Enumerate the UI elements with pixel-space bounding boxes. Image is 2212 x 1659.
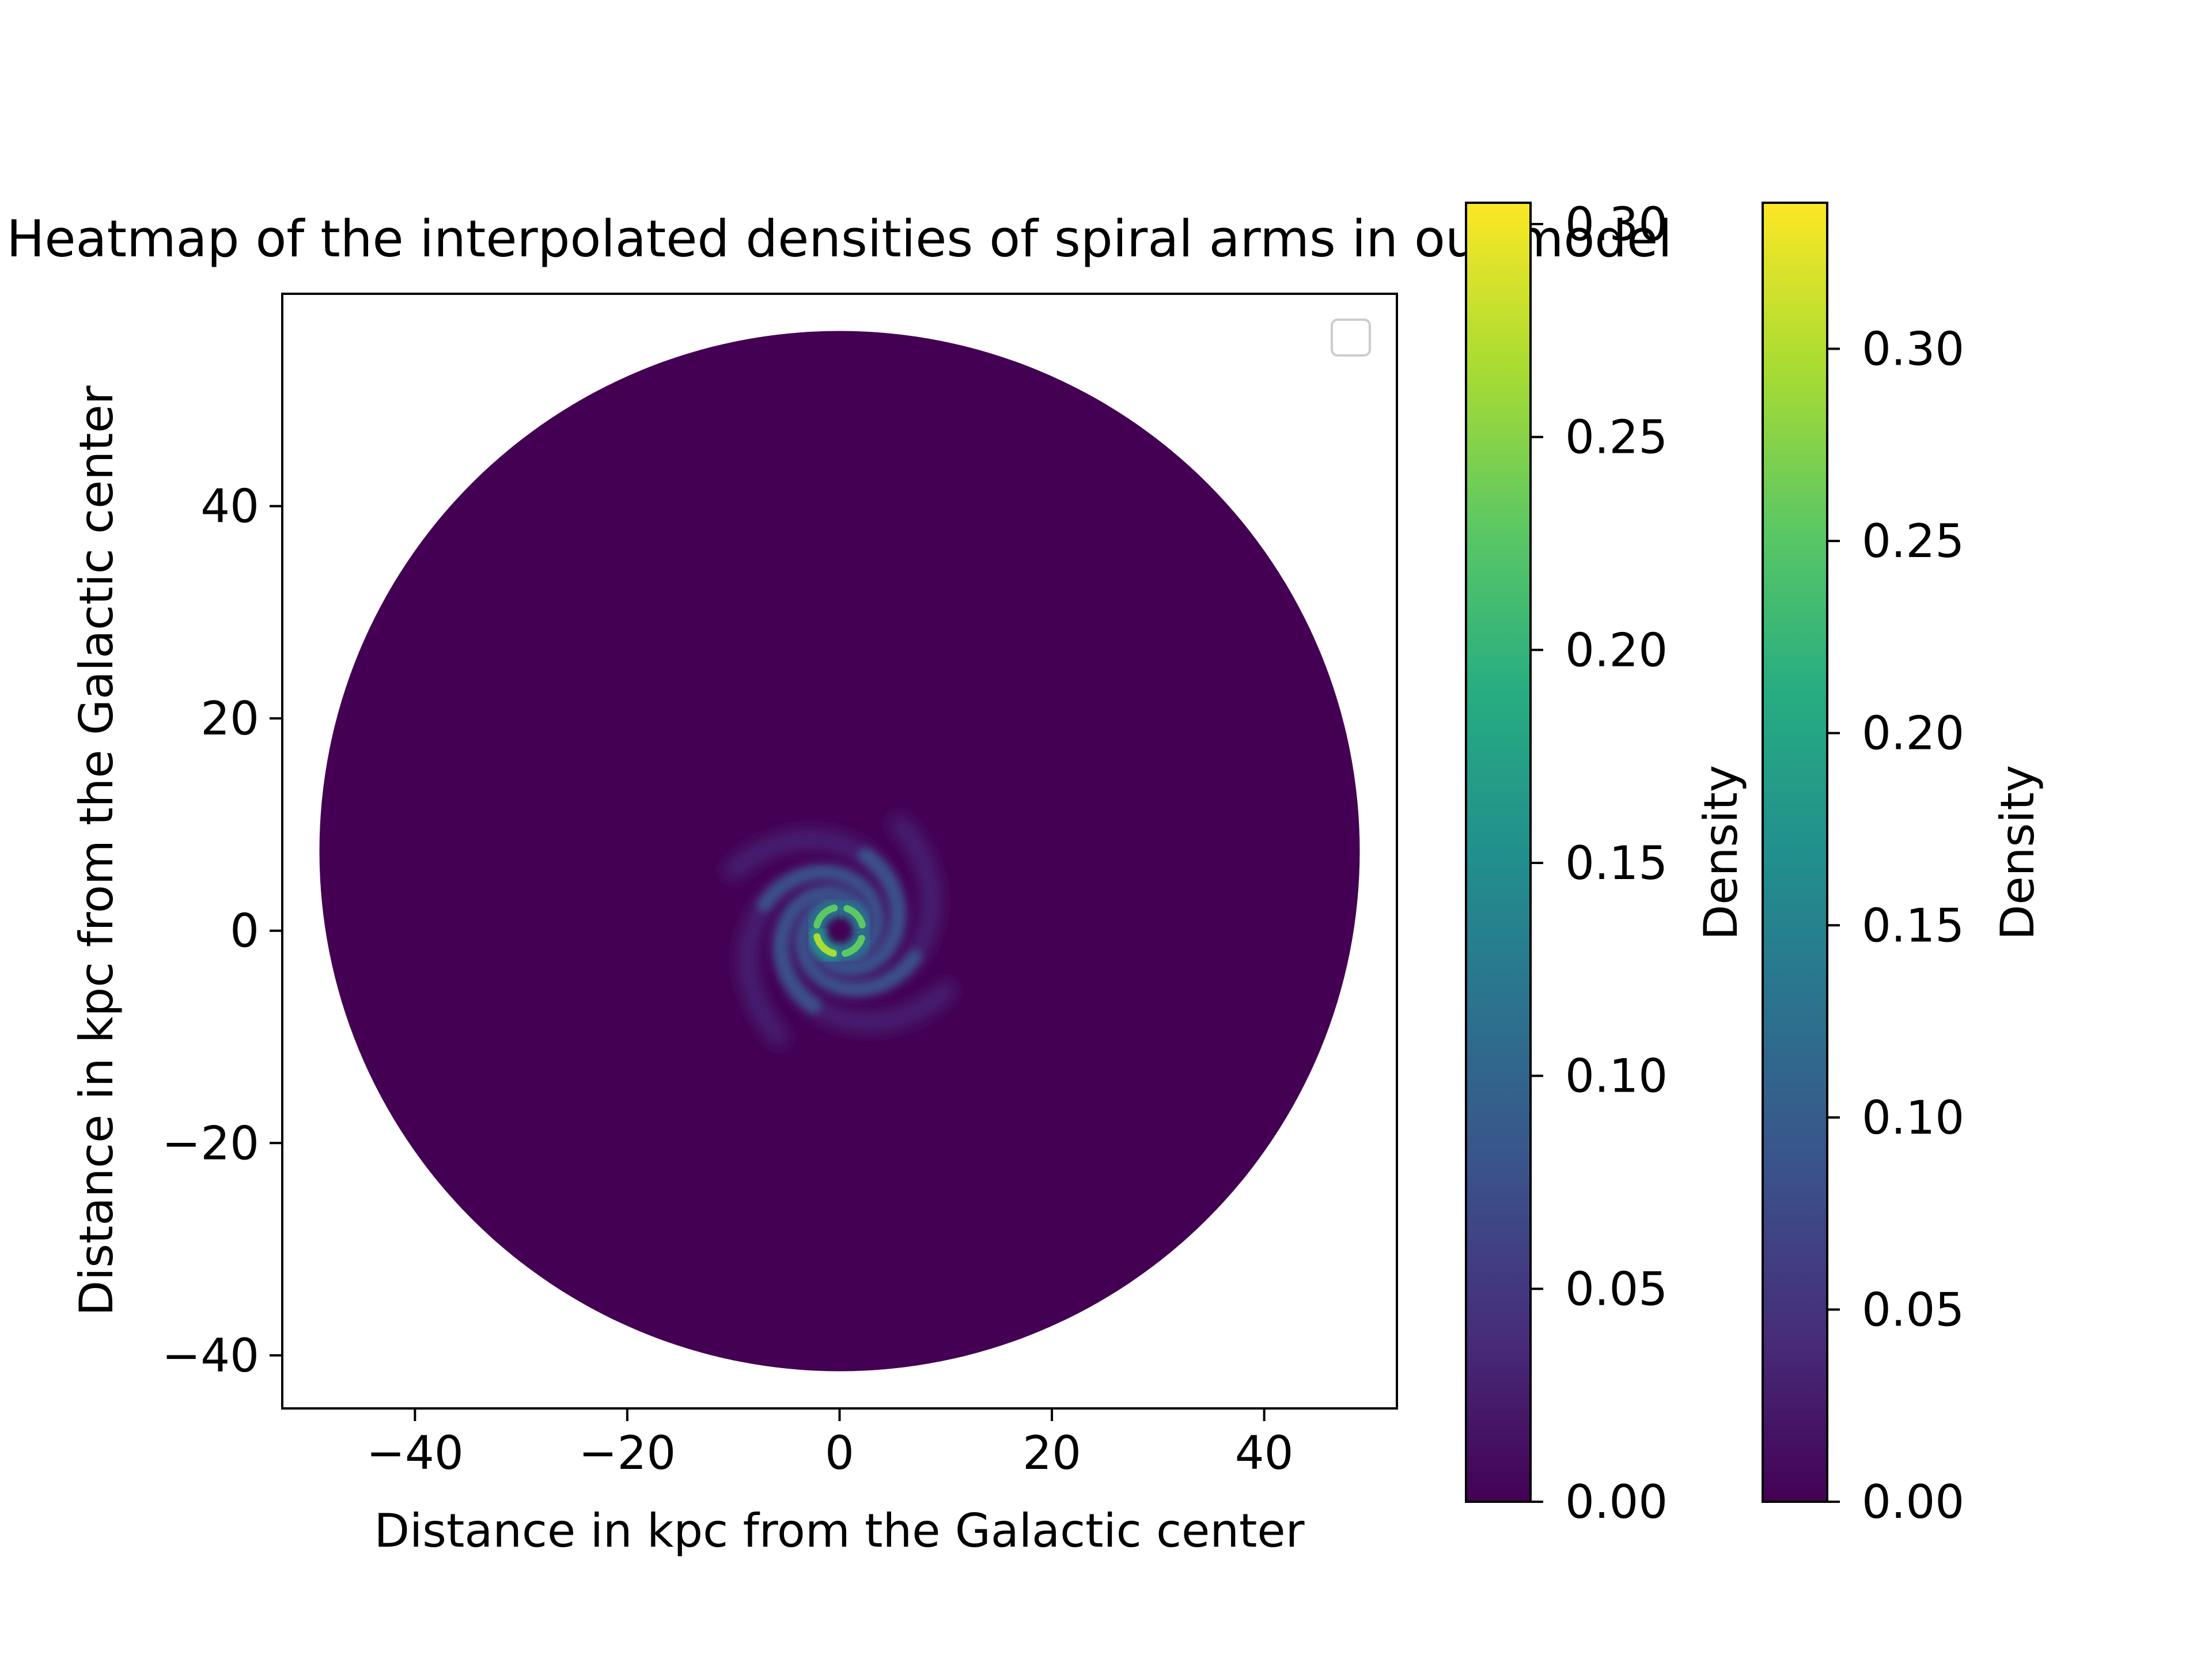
y-axis-ticks: −40 −20 0 20 40 bbox=[162, 480, 282, 1382]
colorbar-tick-label: 0.15 bbox=[1565, 836, 1668, 890]
x-tick-label: 20 bbox=[1022, 1426, 1081, 1480]
inner-ring-segment bbox=[843, 905, 866, 929]
inner-ring-segment bbox=[813, 933, 837, 957]
colorbar-tick-label: 0.25 bbox=[1862, 514, 1964, 568]
colorbar-tick-label: 0.20 bbox=[1862, 707, 1964, 760]
legend-box bbox=[1331, 319, 1371, 357]
colorbar-1-gradient bbox=[1466, 203, 1531, 1502]
heatmap-axes: −40 −20 0 20 40 −40 −20 0 20 40 Distance in kpc … bbox=[70, 293, 1398, 1558]
inner-ring-segment bbox=[813, 904, 838, 929]
colorbar-2-label: Density bbox=[1991, 765, 2044, 940]
colorbar-2-ticks: 0.00 0.05 0.10 0.15 0.20 0.25 0.30 bbox=[1827, 323, 1964, 1529]
y-tick-label: 40 bbox=[200, 480, 259, 533]
colorbar-tick-label: 0.20 bbox=[1565, 623, 1668, 677]
y-tick-label: −40 bbox=[162, 1329, 259, 1382]
x-tick-label: −20 bbox=[579, 1426, 676, 1480]
colorbar-2: 0.00 0.05 0.10 0.15 0.20 0.25 0.30 Density bbox=[1762, 202, 2044, 1529]
colorbar-tick-label: 0.10 bbox=[1862, 1091, 1964, 1145]
x-tick-label: −40 bbox=[366, 1426, 464, 1480]
colorbar-1: 0.00 0.05 0.10 0.15 0.20 0.25 0.30 Density bbox=[1465, 198, 1748, 1529]
colorbar-2-frame bbox=[1762, 202, 1828, 1503]
x-tick-label: 0 bbox=[825, 1426, 854, 1480]
y-tick-label: 20 bbox=[200, 692, 259, 745]
colorbar-1-label: Density bbox=[1694, 765, 1748, 940]
colorbar-tick-label: 0.30 bbox=[1565, 198, 1668, 251]
x-tick-label: 40 bbox=[1235, 1426, 1294, 1480]
x-axis-ticks: −40 −20 0 20 40 bbox=[366, 1408, 1294, 1480]
x-axis-label: Distance in kpc from the Galactic center bbox=[374, 1504, 1304, 1558]
y-axis-label: Distance in kpc from the Galactic center bbox=[70, 385, 123, 1316]
colorbar-tick-label: 0.15 bbox=[1862, 899, 1964, 952]
colorbar-tick-label: 0.00 bbox=[1565, 1475, 1668, 1529]
colorbar-1-ticks: 0.00 0.05 0.10 0.15 0.20 0.25 0.30 bbox=[1531, 198, 1668, 1529]
inner-ring-segment bbox=[842, 935, 865, 957]
colorbar-tick-label: 0.05 bbox=[1565, 1262, 1668, 1316]
colorbar-1-frame bbox=[1465, 202, 1532, 1503]
colorbar-tick-label: 0.25 bbox=[1565, 411, 1668, 464]
colorbar-tick-label: 0.00 bbox=[1862, 1475, 1964, 1529]
spiral-arms bbox=[724, 816, 955, 1046]
colorbar-tick-label: 0.10 bbox=[1565, 1050, 1668, 1103]
colorbar-tick-label: 0.30 bbox=[1862, 323, 1964, 376]
colorbar-2-gradient bbox=[1763, 203, 1827, 1502]
y-tick-label: 0 bbox=[230, 904, 259, 958]
y-tick-label: −20 bbox=[162, 1116, 259, 1170]
chart-title: Heatmap of the interpolated densities of… bbox=[6, 209, 1672, 268]
colorbar-tick-label: 0.05 bbox=[1862, 1283, 1964, 1336]
